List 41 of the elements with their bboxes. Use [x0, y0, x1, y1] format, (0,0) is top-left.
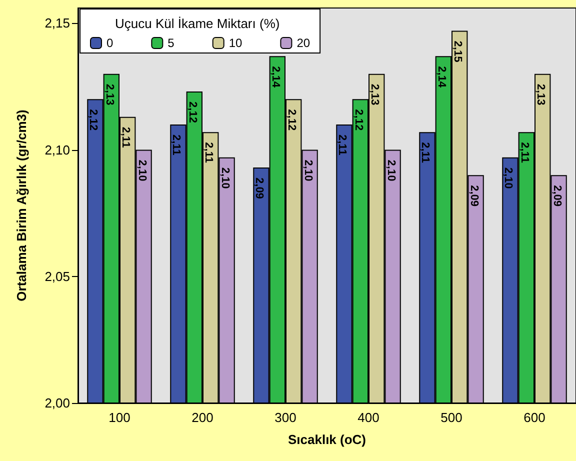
data-label: 2,12: [286, 109, 298, 131]
data-label: 2,11: [120, 126, 132, 148]
data-label: 2,10: [218, 167, 231, 189]
data-label: 2,10: [502, 167, 514, 189]
y-axis-title: Ortalama Birim Ağırlık (gr/cm3): [14, 110, 29, 302]
legend-title: Uçucu Kül İkame Miktarı (%): [115, 16, 280, 31]
data-label: 2,12: [186, 102, 198, 123]
y-tick-label: 2,10: [44, 142, 70, 158]
data-label: 2,15: [452, 40, 464, 62]
x-tick-label: 100: [108, 410, 130, 425]
data-label: 2,11: [336, 134, 348, 156]
data-label: 2,14: [435, 66, 448, 88]
data-label: 2,09: [468, 185, 480, 207]
legend-label: 5: [168, 36, 175, 50]
data-label: 2,10: [136, 160, 148, 182]
data-label: 2,14: [269, 66, 282, 88]
data-label: 2,11: [202, 142, 215, 163]
legend-label: 10: [228, 36, 243, 50]
data-label: 2,11: [518, 142, 530, 163]
legend-label: 20: [296, 36, 310, 50]
data-label: 2,13: [534, 84, 547, 106]
x-tick-label: 500: [440, 410, 462, 425]
x-tick-label: 400: [358, 410, 380, 425]
data-label: 2,09: [550, 185, 563, 207]
data-label: 2,13: [103, 84, 116, 106]
x-tick-label: 200: [192, 410, 214, 425]
y-tick-label: 2,15: [44, 16, 70, 31]
data-label: 2,13: [368, 84, 381, 106]
data-label: 2,10: [302, 160, 314, 182]
data-label: 2,09: [253, 178, 266, 199]
data-label: 2,12: [352, 109, 364, 131]
data-label: 2,11: [170, 134, 182, 156]
legend-label: 0: [106, 36, 114, 50]
x-axis-title: Sıcaklık (oC): [288, 432, 366, 447]
y-tick-label: 2,05: [44, 268, 70, 284]
y-tick-label: 2,00: [44, 396, 70, 410]
x-tick-label: 300: [274, 410, 296, 425]
data-label: 2,10: [384, 160, 397, 182]
data-label: 2,12: [87, 109, 100, 131]
x-tick-label: 600: [524, 410, 546, 425]
data-label: 2,11: [419, 142, 432, 163]
